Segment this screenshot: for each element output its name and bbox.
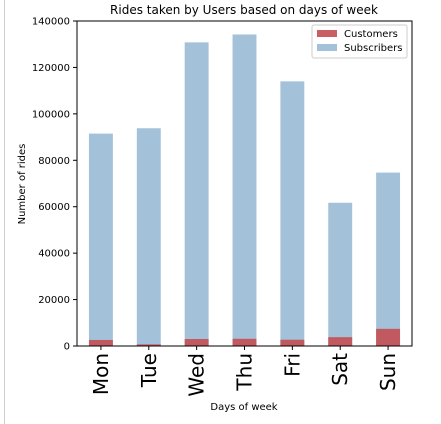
x-tick-label-mon: Mon xyxy=(89,353,113,395)
y-tick-label: 120000 xyxy=(32,63,70,74)
x-tick-label-sat: Sat xyxy=(328,353,352,386)
x-tick-label-tue: Tue xyxy=(137,353,161,388)
bar-subscribers-mon xyxy=(88,133,113,346)
legend-label-subscribers: Subscribers xyxy=(344,43,402,54)
bar-customers-fri xyxy=(280,339,305,346)
y-tick-label: 40000 xyxy=(38,249,70,260)
legend-swatch-customers xyxy=(317,30,337,37)
x-tick-label-wed: Wed xyxy=(185,353,209,397)
bar-customers-sun xyxy=(376,328,401,346)
y-tick-label: 140000 xyxy=(32,17,70,28)
bar-subscribers-sun xyxy=(376,172,401,346)
legend: Customers Subscribers xyxy=(311,24,408,59)
left-edge-rule xyxy=(4,0,5,424)
bar-customers-tue xyxy=(136,344,161,346)
x-axis: Mon Tue Wed Thu Fri Sat Sun xyxy=(89,346,400,397)
bar-customers-sat xyxy=(328,337,353,346)
chart-title: Rides taken by Users based on days of we… xyxy=(110,3,378,17)
bar-customers-mon xyxy=(88,339,113,346)
x-tick-label-sun: Sun xyxy=(376,353,400,391)
y-tick-label: 60000 xyxy=(38,202,70,213)
y-tick-label: 80000 xyxy=(38,156,70,167)
y-axis: 0 20000 40000 60000 80000 100000 120000 140000 xyxy=(32,17,77,353)
y-tick-label: 20000 xyxy=(38,295,70,306)
x-axis-label: Days of week xyxy=(210,402,277,413)
y-tick-label: 0 xyxy=(64,342,70,353)
bar-customers-thu xyxy=(232,338,257,346)
bar-customers-wed xyxy=(184,339,209,346)
bar-subscribers-fri xyxy=(280,81,305,346)
legend-swatch-subscribers xyxy=(317,44,337,51)
legend-label-customers: Customers xyxy=(344,29,398,40)
x-tick-label-fri: Fri xyxy=(280,353,304,377)
bar-subscribers-sat xyxy=(328,202,353,346)
x-tick-label-thu: Thu xyxy=(233,353,257,392)
bar-subscribers-thu xyxy=(232,34,257,346)
y-axis-label: Number of rides xyxy=(17,144,28,225)
bar-subscribers-wed xyxy=(184,42,209,346)
bar-subscribers-tue xyxy=(136,128,161,346)
y-tick-label: 100000 xyxy=(32,109,70,120)
bars-layer xyxy=(88,34,401,346)
